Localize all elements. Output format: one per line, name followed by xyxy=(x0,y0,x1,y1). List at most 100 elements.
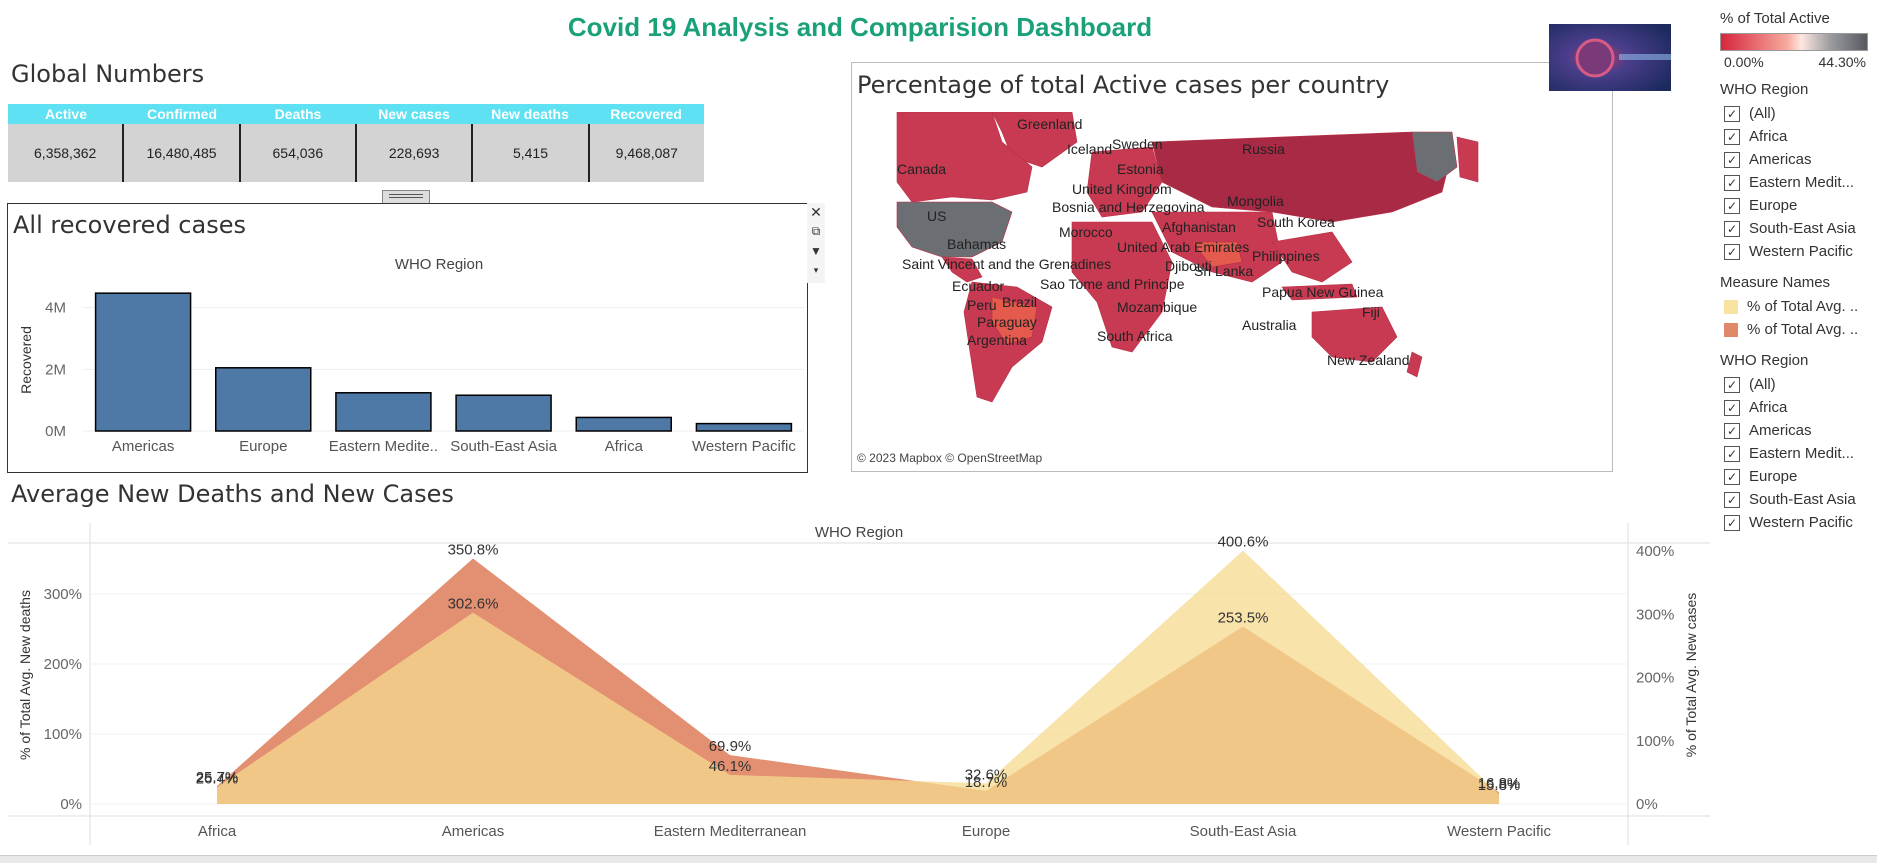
map-country-label: Afghanistan xyxy=(1162,219,1236,235)
region-filter-label: South-East Asia xyxy=(1749,220,1856,237)
region-filter-item[interactable]: ✓ (All) xyxy=(1720,102,1870,125)
bar-x-axis-title: WHO Region xyxy=(395,256,483,273)
area-right-tick-label: 300% xyxy=(1636,606,1674,623)
area-cases-data-label: 46.1% xyxy=(709,758,752,775)
map-country-label: US xyxy=(927,208,946,224)
map-country-label: Philippines xyxy=(1252,248,1320,264)
popout-icon[interactable]: ⧉ xyxy=(811,224,821,238)
measure-label: % of Total Avg. .. xyxy=(1747,298,1859,315)
region-filter-item[interactable]: ✓ Americas xyxy=(1720,148,1870,171)
area-cases-data-label: 26.4% xyxy=(196,770,239,787)
filter-icon[interactable]: ▼ xyxy=(810,244,822,258)
region-filter-item[interactable]: ✓ (All) xyxy=(1720,373,1870,396)
measure-legend-item[interactable]: % of Total Avg. .. xyxy=(1720,318,1870,341)
region-filter-label: (All) xyxy=(1749,105,1776,122)
checkbox[interactable]: ✓ xyxy=(1724,174,1740,191)
region-filter-item[interactable]: ✓ Africa xyxy=(1720,396,1870,419)
europe-shape xyxy=(1086,146,1163,218)
region-filter-item[interactable]: ✓ South-East Asia xyxy=(1720,488,1870,511)
region-filter-item[interactable]: ✓ Europe xyxy=(1720,465,1870,488)
area-title: Average New Deaths and New Cases xyxy=(11,480,454,508)
area-category-label: Africa xyxy=(198,823,237,840)
bar-category-label: South-East Asia xyxy=(450,438,557,455)
region-filter-title: WHO Region xyxy=(1720,81,1809,98)
map-country-label: Saint Vincent and the Grenadines xyxy=(902,256,1111,272)
bar-eastern-medite- xyxy=(335,392,432,432)
sheet-tab-bar[interactable] xyxy=(0,855,1877,863)
world-map[interactable]: Greenland Iceland Sweden Russia Canada Estoni… xyxy=(852,112,1610,470)
brazil-shape xyxy=(991,296,1038,345)
checkbox[interactable]: ✓ xyxy=(1724,128,1740,145)
bar-south-east-asia xyxy=(455,394,552,432)
map-country-label: Ecuador xyxy=(952,278,1004,294)
measure-label: % of Total Avg. .. xyxy=(1747,321,1859,338)
kpi-header-confirmed: Confirmed xyxy=(147,106,217,122)
close-icon[interactable]: ✕ xyxy=(810,204,822,220)
checkbox[interactable]: ✓ xyxy=(1724,422,1740,439)
region-filter-item[interactable]: ✓ Western Pacific xyxy=(1720,511,1870,534)
map-country-label: Estonia xyxy=(1117,161,1164,177)
map-country-label: Mongolia xyxy=(1227,193,1284,209)
bar-category-label: Americas xyxy=(112,438,175,455)
area-right-axis-title: % of Total Avg. New cases xyxy=(1683,593,1699,757)
region-filter-item[interactable]: ✓ Eastern Medit... xyxy=(1720,442,1870,465)
measure-legend-item[interactable]: % of Total Avg. .. xyxy=(1720,295,1870,318)
area-cases-data-label: 15.8% xyxy=(1478,777,1521,794)
global-numbers-title: Global Numbers xyxy=(11,60,205,88)
se-asia-shape xyxy=(1271,231,1353,283)
map-country-label: Greenland xyxy=(1017,116,1082,132)
region-filter-item[interactable]: ✓ Africa xyxy=(1720,125,1870,148)
area-left-tick-label: 0% xyxy=(60,796,82,813)
area-category-label: Eastern Mediterranean xyxy=(654,823,807,840)
chevron-down-icon[interactable]: ▾ xyxy=(813,265,819,275)
region-filter-item[interactable]: ✓ Western Pacific xyxy=(1720,240,1870,263)
australia-shape xyxy=(1311,306,1398,363)
resize-handle[interactable] xyxy=(382,190,430,204)
map-country-label: Canada xyxy=(897,161,946,177)
map-country-label: Bosnia and Herzegovina xyxy=(1052,199,1205,215)
checkbox[interactable]: ✓ xyxy=(1724,399,1740,416)
region-filter-item[interactable]: ✓ Eastern Medit... xyxy=(1720,171,1870,194)
area-x-axis-title: WHO Region xyxy=(815,524,903,541)
deaths-cases-area-chart: WHO Region 0% 100% 200% 300% 0% 100% 200% 300% 40… xyxy=(8,523,1710,845)
us-shape xyxy=(896,201,1013,258)
map-country-label: Bahamas xyxy=(947,236,1006,252)
region-filter-item[interactable]: ✓ Europe xyxy=(1720,194,1870,217)
map-country-label: Morocco xyxy=(1059,224,1113,240)
kpi-value-deaths: 654,036 xyxy=(241,124,357,182)
map-country-label: South Korea xyxy=(1257,214,1335,230)
map-country-label: Djibouti xyxy=(1165,258,1212,274)
checkbox[interactable]: ✓ xyxy=(1724,220,1740,237)
kpi-header-deaths: Deaths xyxy=(274,106,322,122)
checkbox[interactable]: ✓ xyxy=(1724,197,1740,214)
checkbox[interactable]: ✓ xyxy=(1724,491,1740,508)
kpi-table: Active Confirmed Deaths New cases New de… xyxy=(8,104,704,182)
map-country-label: Sri Lanka xyxy=(1194,263,1253,279)
checkbox[interactable]: ✓ xyxy=(1724,468,1740,485)
kpi-value-active: 6,358,362 xyxy=(8,124,125,182)
checkbox[interactable]: ✓ xyxy=(1724,445,1740,462)
kpi-value-new-cases: 228,693 xyxy=(357,124,474,182)
map-country-label: Russia xyxy=(1242,141,1285,157)
region-filter-label: Eastern Medit... xyxy=(1749,445,1855,462)
area-right-tick-label: 100% xyxy=(1636,733,1674,750)
active-legend-title: % of Total Active xyxy=(1720,10,1830,27)
area-cases-data-label: 32.6% xyxy=(965,766,1008,783)
checkbox[interactable]: ✓ xyxy=(1724,514,1740,531)
measure-swatch xyxy=(1724,299,1738,314)
area-right-tick-label: 400% xyxy=(1636,543,1674,560)
canada-shape xyxy=(896,112,1033,203)
region-filter-label: Eastern Medit... xyxy=(1749,174,1855,191)
map-country-label: Argentina xyxy=(967,332,1027,348)
checkbox[interactable]: ✓ xyxy=(1724,243,1740,260)
map-country-label: Iceland xyxy=(1067,141,1112,157)
region-filter-item[interactable]: ✓ Americas xyxy=(1720,419,1870,442)
checkbox[interactable]: ✓ xyxy=(1724,105,1740,122)
map-country-label: New Zealand xyxy=(1327,352,1410,368)
region-filter-item[interactable]: ✓ South-East Asia xyxy=(1720,217,1870,240)
checkbox[interactable]: ✓ xyxy=(1724,151,1740,168)
kpi-header-new-cases: New cases xyxy=(378,106,450,122)
map-country-label: Sweden xyxy=(1112,136,1163,152)
map-country-label: Papua New Guinea xyxy=(1262,284,1384,300)
checkbox[interactable]: ✓ xyxy=(1724,376,1740,393)
